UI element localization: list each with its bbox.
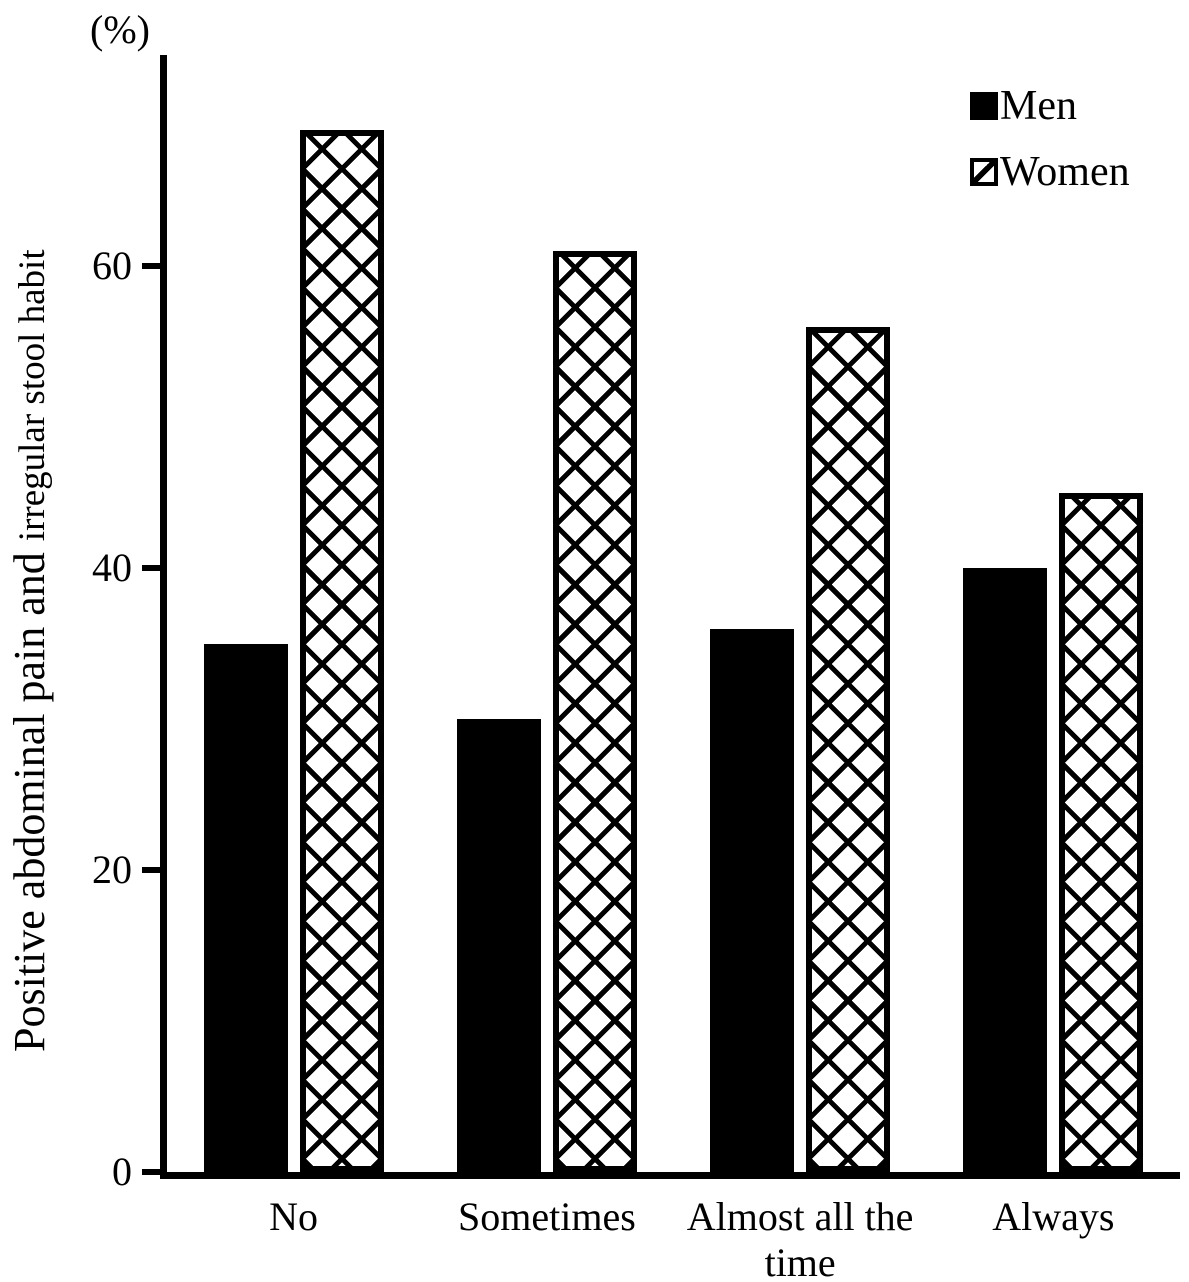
legend-item-men: Men (970, 83, 1130, 129)
x-axis-label-no: No (269, 1194, 319, 1239)
legend: Men Women (970, 83, 1130, 216)
y-tick-60 (142, 263, 160, 270)
bar-women-no (299, 130, 384, 1172)
bar-men-almost-all-the-time (710, 628, 795, 1172)
bar-women-almost-all-the-time (806, 326, 891, 1172)
y-tick-label-40: 40 (92, 545, 132, 591)
y-axis-title-main: Positive abdominal pain and (5, 541, 54, 1052)
y-tick-label-20: 20 (92, 847, 132, 893)
y-tick-20 (142, 867, 160, 874)
y-axis-title-secondary: irregular stool habit (12, 249, 53, 542)
y-tick-label-60: 60 (92, 243, 132, 289)
bar-women-sometimes (552, 251, 637, 1172)
legend-label-women: Women (1000, 149, 1130, 195)
men-swatch-icon (970, 92, 998, 120)
y-tick-label-0: 0 (112, 1149, 132, 1194)
bar-men-no (203, 643, 288, 1172)
x-axis-label-always: Always (992, 1194, 1115, 1239)
legend-label-men: Men (1000, 83, 1077, 129)
x-axis-label-sometimes: Sometimes (457, 1194, 636, 1239)
bar-men-sometimes (456, 719, 541, 1172)
y-axis-title: Positive abdominal pain and irregular st… (4, 249, 66, 1052)
plot-area: 0 20 40 60 No Sometimes Almost all the time Alw… (92, 55, 1180, 1282)
bar-men-always (963, 568, 1048, 1172)
legend-item-women: Women (970, 149, 1130, 195)
y-tick-0 (142, 1169, 160, 1175)
bar-women-always (1059, 492, 1144, 1172)
y-tick-40 (142, 565, 160, 572)
x-axis-label-almost-all-the-time: Almost all the time (686, 1194, 914, 1282)
y-axis-unit-label: (%) (90, 7, 150, 52)
women-swatch-icon (970, 158, 998, 186)
